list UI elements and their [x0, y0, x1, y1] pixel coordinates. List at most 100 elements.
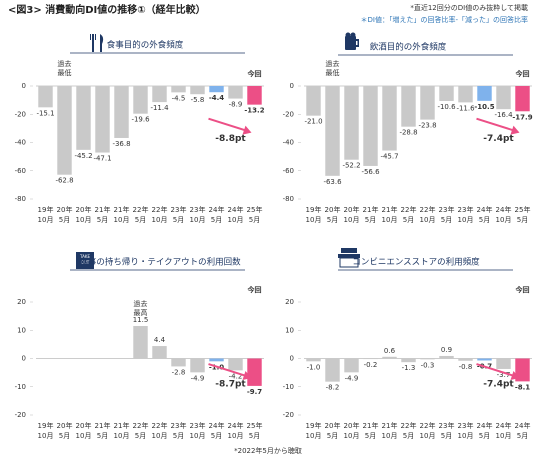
x-tick-label: 22年	[152, 205, 168, 214]
x-tick-label: 24年	[228, 205, 244, 214]
current-label: 今回	[247, 285, 262, 294]
note: ＊DI値：「増えた」の回答比率-「減った」の回答比率	[361, 15, 528, 24]
change-label: -7.4pt	[483, 380, 514, 390]
y-tick-label: 10	[285, 326, 294, 334]
bar	[247, 358, 262, 386]
x-tick-label: 24年	[209, 205, 225, 214]
x-tick-label: 10月	[420, 432, 436, 440]
value-label: -15.1	[36, 109, 54, 117]
svg-text:OUT: OUT	[81, 260, 90, 265]
x-tick-label: 10月	[306, 432, 322, 440]
store-icon	[338, 248, 360, 268]
change-label: -8.8pt	[215, 134, 246, 144]
bar	[458, 86, 473, 103]
y-tick-label: 0	[290, 355, 294, 363]
bar	[401, 358, 416, 363]
x-tick-label: 23年	[171, 421, 187, 430]
value-label: -23.8	[418, 122, 436, 130]
value-label: -13.2	[244, 107, 264, 115]
x-tick-label: 5月	[249, 432, 260, 440]
x-tick-label: 10月	[228, 432, 244, 440]
page-title: <図3> 消費動向DI値の推移①（経年比較）	[8, 3, 206, 16]
x-tick-label: 5月	[365, 432, 376, 440]
x-tick-label: 10月	[458, 216, 474, 224]
x-tick-label: 23年	[439, 421, 455, 430]
x-tick-label: 20年	[325, 205, 341, 214]
bar	[114, 86, 129, 138]
value-label: -0.3	[421, 361, 435, 369]
x-tick-label: 10月	[38, 432, 54, 440]
x-tick-label: 22年	[133, 421, 149, 430]
arrow-head	[242, 371, 252, 381]
x-tick-label: 5月	[59, 216, 70, 224]
x-tick-label: 5月	[517, 216, 528, 224]
x-tick-label: 5月	[211, 216, 222, 224]
x-tick-label: 5月	[327, 216, 338, 224]
bar	[439, 86, 454, 101]
value-label: -17.9	[512, 113, 532, 121]
x-tick-label: 10月	[458, 432, 474, 440]
bar	[133, 86, 148, 114]
bar	[401, 86, 416, 127]
bar	[133, 326, 148, 359]
value-label: -63.6	[323, 178, 342, 186]
svg-text:TAKE: TAKE	[79, 254, 90, 259]
change-arrow	[208, 117, 247, 132]
x-tick-label: 10月	[152, 216, 168, 224]
value-label: -16.4	[494, 111, 513, 119]
x-tick-label: 24年	[477, 205, 493, 214]
x-tick-label: 10月	[38, 216, 54, 224]
bar	[57, 86, 72, 175]
bar	[76, 86, 91, 150]
x-tick-label: 10月	[228, 216, 244, 224]
y-tick-label: -40	[15, 139, 26, 147]
x-tick-label: 20年	[344, 421, 360, 430]
record-label: 最高	[134, 308, 148, 317]
bar	[458, 358, 473, 361]
x-tick-label: 10月	[152, 432, 168, 440]
x-tick-label: 21年	[363, 205, 379, 214]
x-tick-label: 20年	[76, 421, 92, 430]
arrow-head	[510, 125, 520, 135]
value-label: -4.4	[209, 94, 224, 102]
x-tick-label: 5月	[479, 216, 490, 224]
x-tick-label: 20年	[344, 205, 360, 214]
x-tick-label: 23年	[458, 421, 474, 430]
x-tick-label: 5月	[365, 216, 376, 224]
bar	[209, 358, 224, 362]
x-tick-label: 24年	[496, 205, 512, 214]
x-tick-label: 10月	[344, 432, 360, 440]
value-label: -4.9	[345, 374, 359, 382]
x-tick-label: 21年	[95, 205, 111, 214]
x-tick-label: 21年	[382, 421, 398, 430]
x-tick-label: 5月	[479, 432, 490, 440]
x-tick-label: 19年	[38, 205, 54, 214]
value-label: -2.8	[172, 368, 186, 376]
bar	[382, 356, 397, 359]
x-tick-label: 22年	[420, 421, 436, 430]
value-label: -5.8	[191, 96, 205, 104]
bar	[439, 355, 454, 359]
x-tick-label: 21年	[114, 205, 130, 214]
bar	[325, 358, 340, 382]
x-tick-label: 5月	[403, 432, 414, 440]
value-label: -45.7	[380, 153, 398, 161]
y-tick-label: 20	[17, 298, 26, 306]
value-label: -1.0	[307, 363, 321, 371]
x-tick-label: 21年	[382, 205, 398, 214]
x-tick-label: 5月	[517, 432, 528, 440]
x-tick-label: 5月	[97, 432, 108, 440]
x-tick-label: 25年	[247, 205, 263, 214]
x-tick-label: 10月	[76, 216, 92, 224]
x-tick-label: 5月	[135, 432, 146, 440]
x-tick-label: 20年	[325, 421, 341, 430]
x-tick-label: 22年	[401, 205, 417, 214]
x-tick-label: 5月	[211, 432, 222, 440]
y-tick-label: -10	[283, 383, 294, 391]
bar	[496, 86, 511, 110]
record-label: 最低	[58, 68, 72, 77]
bar	[38, 86, 53, 108]
value-label: -56.6	[361, 168, 380, 176]
x-tick-label: 19年	[38, 421, 54, 430]
